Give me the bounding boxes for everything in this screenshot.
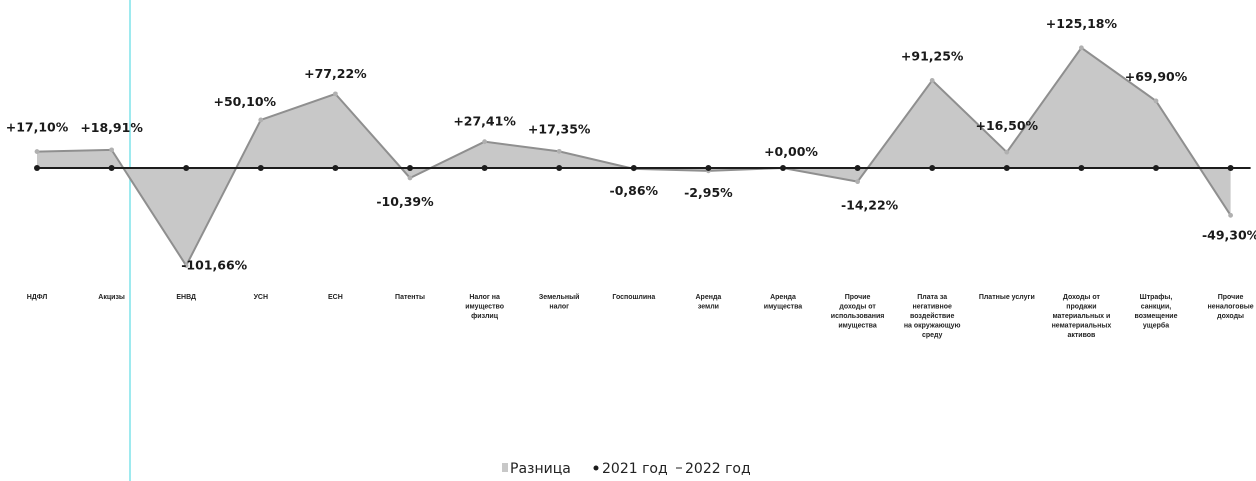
data-label: -101,66%	[181, 258, 247, 273]
data-label: +69,90%	[1125, 69, 1188, 84]
category-labels: НДФЛ Акцизы ЕНВД УСН ЕСН Патенты Налог на имуще…	[27, 293, 1254, 339]
category-label: Платные услуги	[979, 294, 1035, 301]
category-label: Прочие доходы от использования имущества	[831, 294, 885, 330]
category-label: Налог на имущество физлиц	[465, 294, 504, 320]
point-2022	[109, 147, 114, 153]
difference-area	[37, 47, 1231, 266]
data-label: +0,00%	[764, 144, 818, 159]
category-label: Акцизы	[98, 294, 125, 301]
point-2022	[34, 149, 40, 154]
category-label: Штрафы, санкции, возмещение ущерба	[1135, 294, 1178, 330]
point-2021	[481, 165, 488, 171]
category-label: Госпошлина	[612, 294, 655, 301]
category-label: Аренда имущества	[764, 294, 803, 311]
point-2022	[482, 139, 487, 145]
point-2021	[1078, 165, 1085, 171]
point-2021	[556, 165, 563, 171]
legend-label-difference: Разница	[510, 461, 571, 477]
legend: Разница 2021 год 2022 год	[502, 461, 751, 477]
data-label: +91,25%	[901, 48, 964, 63]
legend-label-2021: 2021 год	[602, 461, 668, 477]
data-label: +27,41%	[453, 114, 516, 129]
category-label: Аренда земли	[696, 294, 722, 311]
point-2021	[34, 165, 40, 171]
data-label: +16,50%	[976, 118, 1039, 133]
data-label: -14,22%	[841, 198, 899, 213]
data-label: -0,86%	[610, 183, 659, 198]
data-label: -2,95%	[684, 185, 733, 200]
point-2021	[1227, 165, 1234, 171]
category-label: Земельный налог	[539, 293, 580, 311]
point-2021	[929, 165, 936, 171]
point-2022	[1004, 149, 1010, 155]
data-labels: +17,10% +18,91% -101,66% +50,10% +77,22% -10,…	[6, 16, 1256, 273]
category-label: Плата за негативное воздействие на окружающ…	[904, 294, 961, 339]
point-2021	[257, 165, 264, 171]
data-label: +50,10%	[214, 94, 277, 109]
point-2021	[854, 165, 861, 171]
data-label: +17,35%	[528, 121, 591, 136]
point-2021	[780, 165, 786, 171]
difference-area-shape	[37, 47, 1231, 266]
point-2022	[258, 117, 264, 123]
data-label: +17,10%	[6, 120, 69, 135]
point-2022	[556, 148, 562, 154]
category-label: Прочие неналоговые доходы	[1208, 294, 1254, 320]
point-2022	[929, 78, 935, 83]
legend-label-2022: 2022 год	[685, 461, 751, 477]
category-label: ЕСН	[328, 294, 343, 301]
point-2022	[1228, 212, 1233, 218]
point-2021	[183, 165, 190, 171]
point-2022	[1153, 98, 1159, 104]
point-2021	[1153, 165, 1159, 171]
data-label: +77,22%	[304, 66, 367, 81]
point-2022	[407, 175, 413, 181]
category-label: Доходы от продажи материальных и нематериал…	[1052, 294, 1112, 339]
point-2021	[705, 165, 712, 171]
point-2021	[630, 165, 637, 171]
category-label: НДФЛ	[27, 294, 48, 301]
point-2021	[332, 165, 339, 171]
point-2022	[1079, 45, 1084, 51]
category-label: ЕНВД	[176, 294, 196, 301]
series-points	[34, 45, 1234, 268]
point-2022	[333, 91, 338, 97]
data-label: -10,39%	[376, 194, 434, 209]
point-2022	[183, 263, 189, 268]
category-label: УСН	[254, 294, 268, 301]
category-label: Патенты	[395, 294, 425, 301]
legend-marker-difference	[502, 463, 508, 472]
data-label: -49,30%	[1202, 227, 1256, 242]
legend-marker-2021	[593, 465, 599, 471]
point-2021	[407, 165, 413, 171]
point-2021	[1003, 165, 1010, 171]
data-label: +125,18%	[1046, 16, 1118, 31]
data-label: +18,91%	[80, 120, 143, 135]
point-2021	[108, 165, 115, 171]
point-2022	[855, 179, 860, 185]
